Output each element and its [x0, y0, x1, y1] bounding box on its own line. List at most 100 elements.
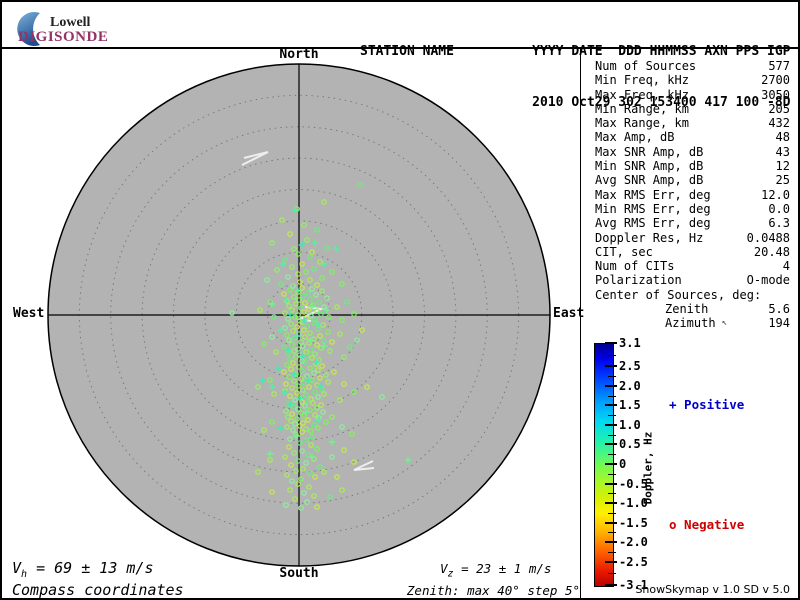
source-marker-negative: [354, 337, 360, 343]
source-marker-negative: [301, 490, 307, 496]
logo-digisonde-text: DIGISONDE: [18, 29, 109, 45]
source-marker-negative: [283, 408, 289, 414]
source-marker-negative: [289, 411, 295, 417]
source-marker-negative: [312, 389, 318, 395]
stats-row: Min Range, km 205: [595, 102, 790, 116]
source-marker-positive: [328, 438, 336, 446]
source-marker-negative: [304, 237, 310, 243]
source-marker-negative: [319, 275, 325, 281]
colorbar-minor-tick: [608, 395, 616, 397]
vh-subscript: h: [21, 569, 28, 580]
source-marker-negative: [309, 286, 315, 292]
source-marker-negative: [278, 281, 284, 287]
measurement-stats-panel: Num of Sources 577 Min Freq, kHz 2700 Max Fr…: [595, 59, 790, 331]
source-marker-negative: [301, 327, 307, 333]
source-marker-negative: [294, 416, 300, 422]
source-marker-negative: [379, 394, 385, 400]
source-marker-negative: [331, 369, 337, 375]
source-marker-negative: [323, 372, 329, 378]
source-marker-negative: [317, 259, 323, 265]
stats-label: Azimuth: [665, 316, 716, 331]
azimuth-direction-icon: ↖: [721, 318, 727, 329]
source-marker-negative: [312, 412, 318, 418]
source-marker-negative: [289, 264, 295, 270]
crescent-icon: [17, 12, 40, 46]
source-marker-negative: [298, 476, 304, 482]
source-marker-negative: [229, 310, 235, 316]
stats-label: CIT, sec: [595, 244, 653, 259]
source-marker-negative: [283, 502, 289, 508]
negative-legend: o Negative: [669, 517, 745, 532]
source-marker-negative: [294, 390, 300, 396]
source-marker-negative: [289, 385, 295, 391]
source-marker-negative: [310, 400, 316, 406]
stats-value: 20.48: [753, 244, 790, 259]
source-marker-negative: [297, 279, 303, 285]
source-marker-negative: [351, 459, 357, 465]
stats-row: Max Freq, kHz 3050: [595, 88, 790, 102]
source-marker-negative: [319, 363, 325, 369]
compass-label-east: East: [553, 306, 585, 321]
stats-value: 12.0: [761, 187, 790, 202]
source-marker-negative: [320, 409, 326, 415]
source-marker-negative: [293, 301, 299, 307]
source-marker-negative: [296, 297, 302, 303]
source-marker-negative: [282, 325, 288, 331]
source-marker-negative: [307, 296, 313, 302]
source-marker-negative: [303, 460, 309, 466]
source-marker-negative: [339, 424, 345, 430]
source-marker-negative: [290, 328, 296, 334]
source-marker-negative: [315, 367, 321, 373]
source-marker-negative: [307, 277, 313, 283]
stats-label: Min Freq, kHz: [595, 73, 689, 88]
source-marker-negative: [337, 397, 343, 403]
source-marker-positive: [293, 432, 301, 440]
source-marker-negative: [309, 434, 315, 440]
source-marker-negative: [287, 356, 293, 362]
source-marker-positive: [320, 342, 328, 350]
source-marker-negative: [288, 366, 294, 372]
source-marker-negative: [304, 499, 310, 505]
source-marker-negative: [319, 288, 325, 294]
source-marker-negative: [271, 314, 277, 320]
software-version-label: ShowSkymap v 1.0 SD v 5.0: [635, 583, 790, 596]
source-marker-negative: [344, 299, 350, 305]
source-marker-negative: [279, 217, 285, 223]
source-marker-negative: [318, 311, 324, 317]
stats-label: Avg SNR Amp, dB: [595, 173, 704, 188]
source-marker-negative: [288, 462, 294, 468]
source-marker-positive: [282, 296, 290, 304]
source-marker-negative: [351, 311, 357, 317]
source-marker-positive: [298, 352, 306, 360]
stats-row: Num of CITs 4: [595, 259, 790, 273]
source-marker-negative: [341, 354, 347, 360]
source-marker-negative: [308, 428, 314, 434]
source-marker-negative: [321, 391, 327, 397]
logo-lowell-text: Lowell: [50, 15, 91, 30]
source-marker-positive: [277, 326, 285, 334]
source-marker-positive: [306, 336, 314, 344]
stats-value: 0.0488: [746, 230, 790, 245]
source-marker-negative: [339, 487, 345, 493]
source-marker-negative: [314, 382, 320, 388]
skymap-plot: [47, 63, 551, 567]
source-marker-negative: [282, 257, 288, 263]
colorbar-tick-label: -0.5: [619, 476, 648, 491]
source-marker-negative: [289, 478, 295, 484]
source-marker-positive: [291, 206, 299, 214]
source-marker-negative: [298, 305, 304, 311]
source-marker-positive: [308, 453, 316, 461]
stats-label: Max RMS Err, deg: [595, 187, 711, 202]
source-marker-negative: [293, 468, 299, 474]
lowell-digisonde-logo: Lowell DIGISONDE: [10, 7, 140, 47]
source-marker-negative: [308, 347, 314, 353]
source-marker-negative: [311, 422, 317, 428]
source-marker-negative: [307, 470, 313, 476]
source-marker-negative: [295, 458, 301, 464]
stats-value: 48: [775, 130, 790, 145]
source-marker-negative: [298, 505, 304, 511]
source-marker-positive: [286, 400, 294, 408]
source-marker-negative: [327, 348, 333, 354]
colorbar-major-tick: [605, 423, 617, 426]
source-marker-negative: [315, 394, 321, 400]
